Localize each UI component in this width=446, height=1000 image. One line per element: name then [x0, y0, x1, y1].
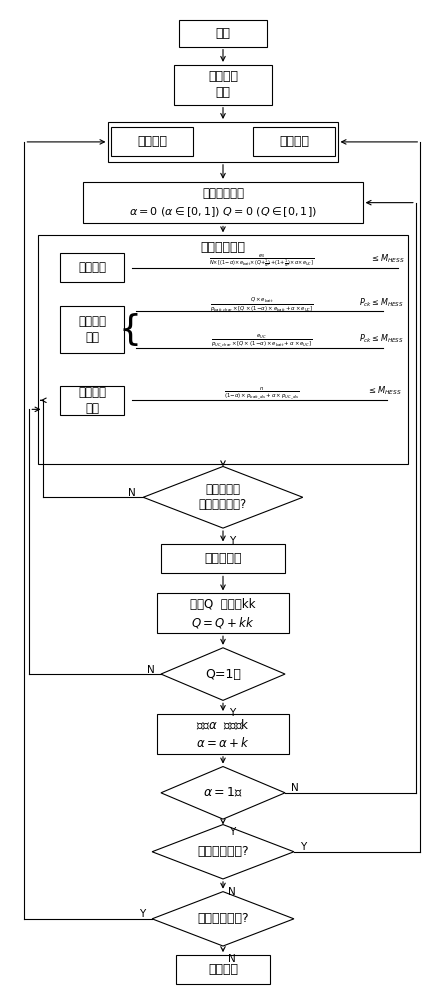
- Text: 充电功率
需求: 充电功率 需求: [78, 386, 106, 415]
- Bar: [174, 65, 272, 105]
- Text: $\leq M_{HESS}$: $\leq M_{HESS}$: [368, 385, 402, 397]
- Text: $\frac{e_{UC}}{p_{UC\_char}\times[Q\times(1\!-\!\alpha)\times e_{batt}+\alpha\ti: $\frac{e_{UC}}{p_{UC\_char}\times[Q\time…: [211, 333, 313, 350]
- Text: N: N: [228, 954, 236, 964]
- Polygon shape: [152, 825, 294, 879]
- Text: Q=1？: Q=1？: [205, 668, 241, 681]
- Bar: [60, 253, 124, 282]
- Bar: [161, 544, 285, 573]
- Text: 输出结果: 输出结果: [208, 963, 238, 976]
- Text: 电容选型: 电容选型: [279, 135, 309, 148]
- Text: 定义权重因子: 定义权重因子: [202, 187, 244, 200]
- Text: $\alpha=\alpha+k$: $\alpha=\alpha+k$: [196, 736, 250, 750]
- Text: $\alpha=0$ $(\alpha\in[0,1])$ $Q=0$ $(Q\in[0,1])$: $\alpha=0$ $(\alpha\in[0,1])$ $Q=0$ $(Q\…: [129, 205, 317, 219]
- Text: 电池选型: 电池选型: [137, 135, 167, 148]
- Bar: [108, 122, 338, 162]
- Text: {: {: [119, 313, 141, 347]
- Text: $\frac{n}{(1\!-\!\alpha)\times p_{batt\_dis}+\alpha\times p_{UC\_dis}}$: $\frac{n}{(1\!-\!\alpha)\times p_{batt\_…: [224, 386, 300, 402]
- Text: Y: Y: [229, 708, 235, 718]
- Text: 更换电池型号?: 更换电池型号?: [197, 912, 249, 925]
- Text: 边界条件计算: 边界条件计算: [201, 241, 245, 254]
- Text: N: N: [128, 488, 136, 498]
- Text: $\leq M_{HESS}$: $\leq M_{HESS}$: [370, 253, 405, 265]
- Bar: [177, 955, 269, 984]
- Text: $P_{ck}\leq M_{HESS}$: $P_{ck}\leq M_{HESS}$: [359, 332, 404, 345]
- Text: Y: Y: [139, 909, 145, 919]
- Text: Y: Y: [300, 842, 306, 852]
- Text: 放电功率
需求: 放电功率 需求: [78, 315, 106, 344]
- Text: $P_{ck}\leq M_{HESS}$: $P_{ck}\leq M_{HESS}$: [359, 296, 404, 309]
- Bar: [83, 182, 363, 223]
- Bar: [253, 127, 335, 156]
- Polygon shape: [161, 767, 285, 819]
- Text: $\frac{e_0}{N\!\times\![(1\!-\!\alpha)\!\times\! e_{batt}\!\times\!(Q\!+\!\frac{: $\frac{e_0}{N\!\times\![(1\!-\!\alpha)\!…: [209, 252, 315, 269]
- Bar: [157, 593, 289, 633]
- Text: $\frac{Q\times e_{batt}}{p_{batt\_char}\times[Q\times(1\!-\!\alpha)\times e_{bat: $\frac{Q\times e_{batt}}{p_{batt\_char}\…: [210, 296, 314, 314]
- Polygon shape: [152, 892, 294, 946]
- Text: 记录边界值: 记录边界值: [204, 552, 242, 565]
- Text: $Q=Q+kk$: $Q=Q+kk$: [191, 615, 255, 630]
- Text: 提取牵引
工况: 提取牵引 工况: [208, 70, 238, 99]
- Text: 重量值满足
全部边界条件?: 重量值满足 全部边界条件?: [199, 483, 247, 511]
- Text: N: N: [291, 783, 299, 793]
- Bar: [111, 127, 193, 156]
- Polygon shape: [161, 648, 285, 700]
- Text: 更新Q  步长为kk: 更新Q 步长为kk: [190, 598, 256, 611]
- Bar: [38, 235, 408, 464]
- Polygon shape: [143, 466, 303, 528]
- Text: N: N: [147, 665, 155, 675]
- Text: Y: Y: [229, 827, 235, 837]
- Text: 能量需求: 能量需求: [78, 261, 106, 274]
- Text: $\alpha=1$？: $\alpha=1$？: [203, 786, 243, 799]
- Bar: [60, 306, 124, 353]
- Text: 更换电容型号?: 更换电容型号?: [197, 845, 249, 858]
- Bar: [179, 20, 267, 47]
- Bar: [157, 714, 289, 754]
- Bar: [60, 386, 124, 415]
- Text: 更新$\alpha$  步长为k: 更新$\alpha$ 步长为k: [196, 718, 250, 732]
- Text: N: N: [228, 887, 236, 897]
- Text: Y: Y: [229, 536, 235, 546]
- Text: 开始: 开始: [215, 27, 231, 40]
